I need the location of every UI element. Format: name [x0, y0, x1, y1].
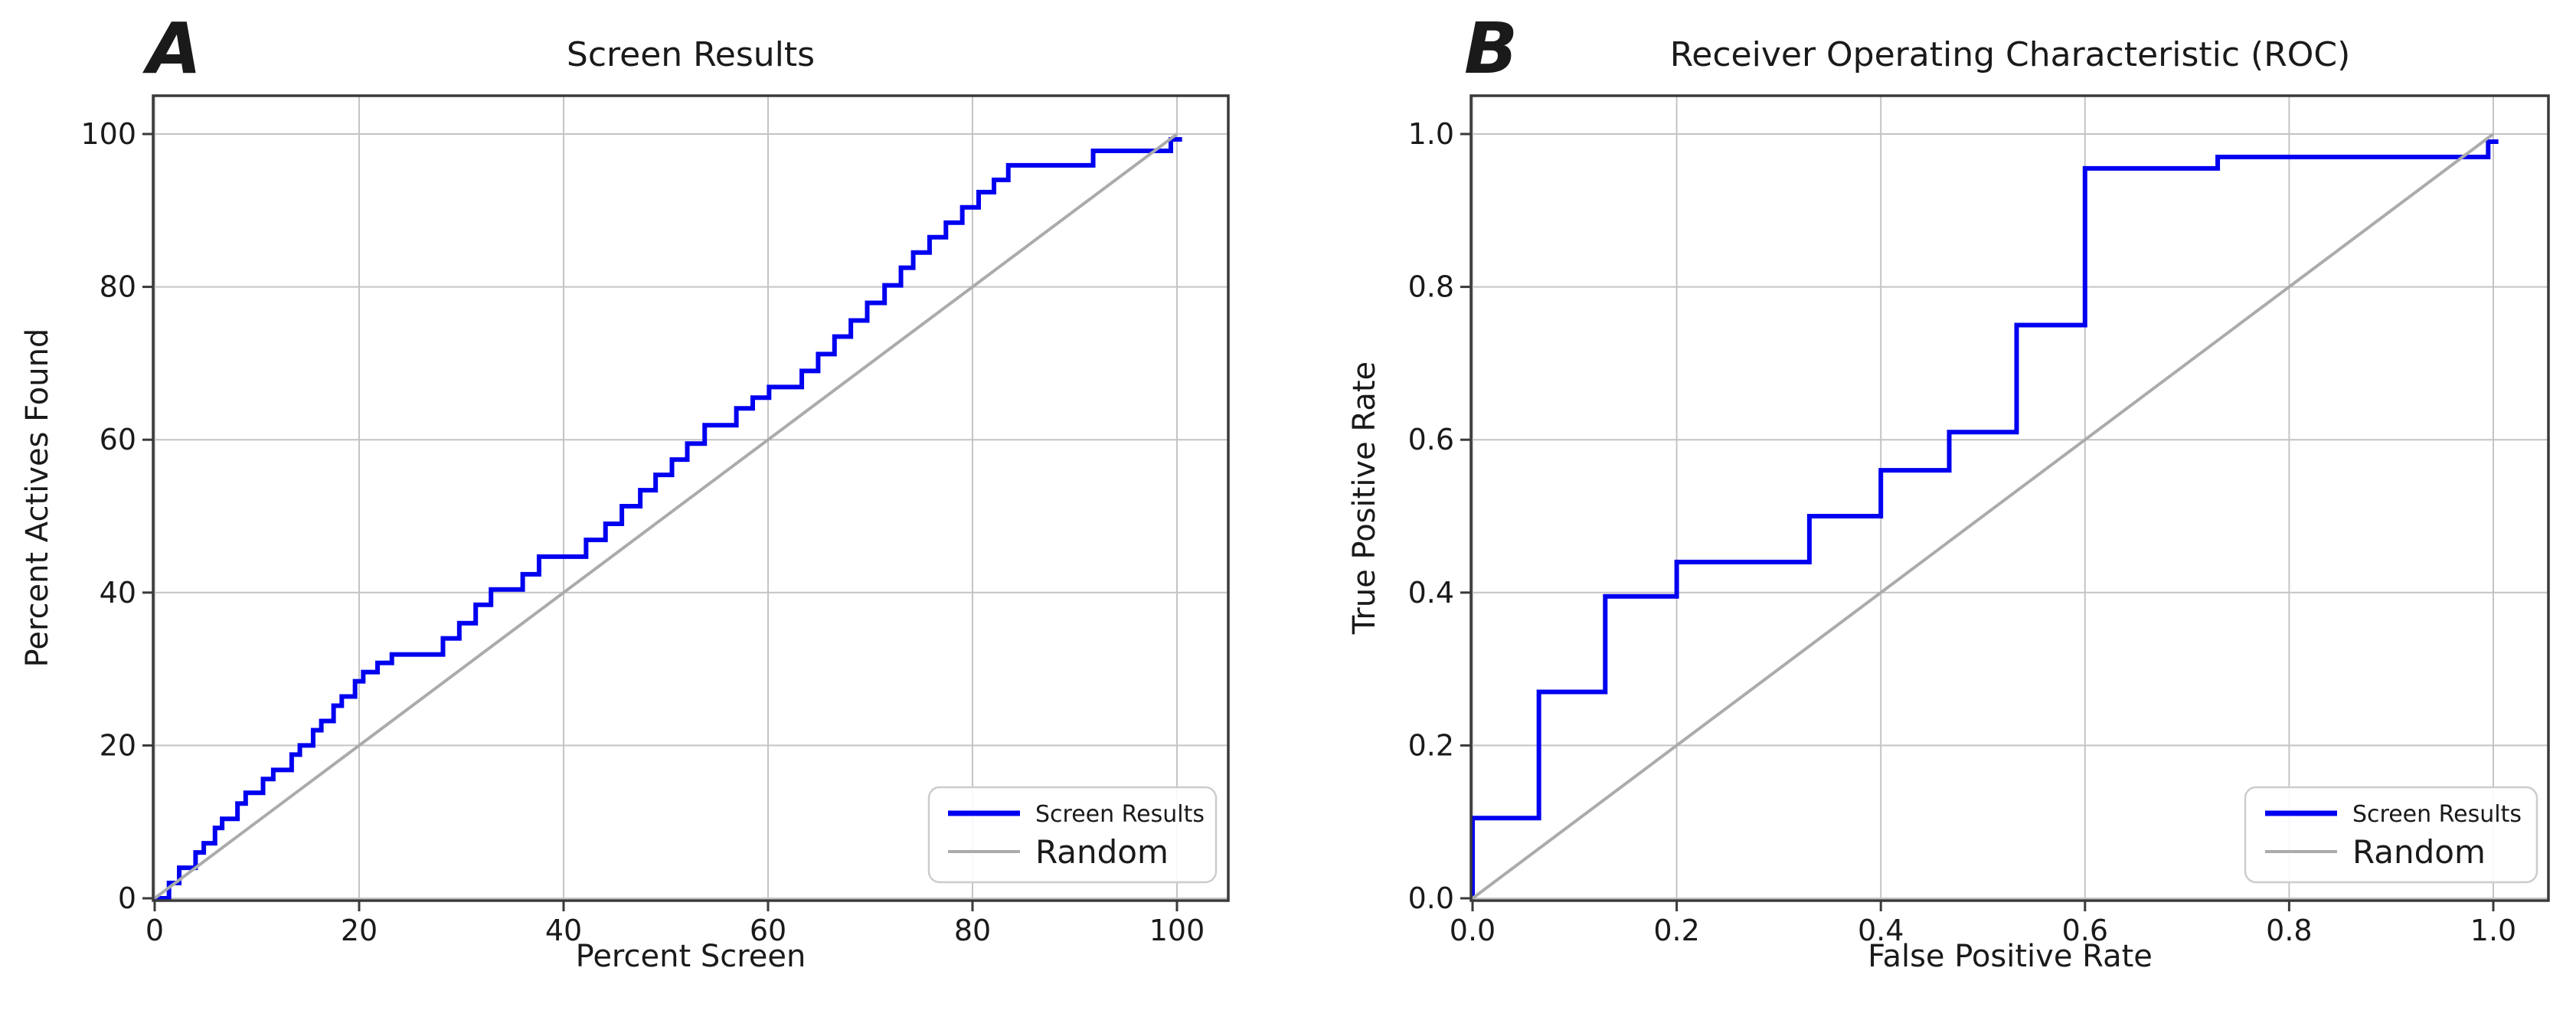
panel-a-title: Screen Results [567, 35, 815, 74]
y-tick-label: 0.8 [1408, 270, 1454, 304]
x-tick-label: 0.0 [1450, 914, 1496, 947]
x-tick-label: 0.2 [1653, 914, 1699, 947]
panel-b-letter: B [1464, 8, 1518, 90]
screen-results-curve [1470, 139, 2499, 898]
y-tick-label: 1.0 [1408, 117, 1454, 151]
panel-a-xlabel: Percent Screen [576, 939, 806, 974]
y-tick-label: 40 [100, 576, 136, 610]
axes-frame [152, 94, 1230, 902]
random-diagonal-line [1471, 132, 2495, 900]
x-tick-label: 60 [750, 914, 786, 947]
x-tick-label: 1.0 [2470, 914, 2516, 947]
x-tick-label: 0.4 [1858, 914, 1904, 947]
y-tick-label: 0 [118, 881, 136, 915]
y-tick-label: 100 [80, 117, 136, 151]
panel-b-plot: 0.0 0.2 0.4 0.6 0.8 1.0 0.0 0.2 0.4 0.6 0.8 1.0 [1408, 94, 2550, 947]
random-diagonal-line [153, 132, 1178, 900]
x-tick-label: 80 [954, 914, 991, 947]
x-tick-label: 100 [1149, 914, 1205, 947]
legend-screen-results-label: Screen Results [1035, 801, 1205, 828]
axes-frame [1469, 94, 2550, 902]
x-tick-label: 0.6 [2062, 914, 2108, 947]
y-tick-label: 80 [100, 270, 136, 304]
y-tick-label: 60 [100, 423, 136, 456]
x-tick-label: 20 [341, 914, 378, 947]
panel-b-legend: Screen Results Random [2244, 786, 2538, 884]
legend-random-label: Random [1035, 833, 1169, 871]
panel-a-legend: Screen Results Random [927, 786, 1218, 884]
panel-a-plot: 0 20 40 60 80 100 0 20 40 60 80 100 [80, 94, 1230, 947]
legend-screen-results-label: Screen Results [2352, 801, 2522, 828]
panel-b-xlabel: False Positive Rate [1868, 939, 2153, 974]
y-tick-label: 0.2 [1408, 728, 1454, 762]
y-tick-label: 20 [100, 728, 136, 762]
y-tick-label: 0.4 [1408, 576, 1454, 610]
panel-b-ylabel: True Positive Rate [1347, 361, 1382, 635]
screen-results-curve [155, 136, 1182, 901]
x-tick-label: 0.8 [2266, 914, 2312, 947]
y-tick-label: 0.6 [1408, 423, 1454, 456]
x-tick-label: 0 [145, 914, 164, 947]
y-tick-label: 0.0 [1408, 881, 1454, 915]
legend-random-label: Random [2352, 833, 2486, 871]
panel-b-title: Receiver Operating Characteristic (ROC) [1670, 35, 2351, 74]
x-tick-label: 40 [545, 914, 582, 947]
panel-a-letter: A [142, 8, 201, 90]
panel-a-ylabel: Percent Actives Found [20, 329, 55, 668]
